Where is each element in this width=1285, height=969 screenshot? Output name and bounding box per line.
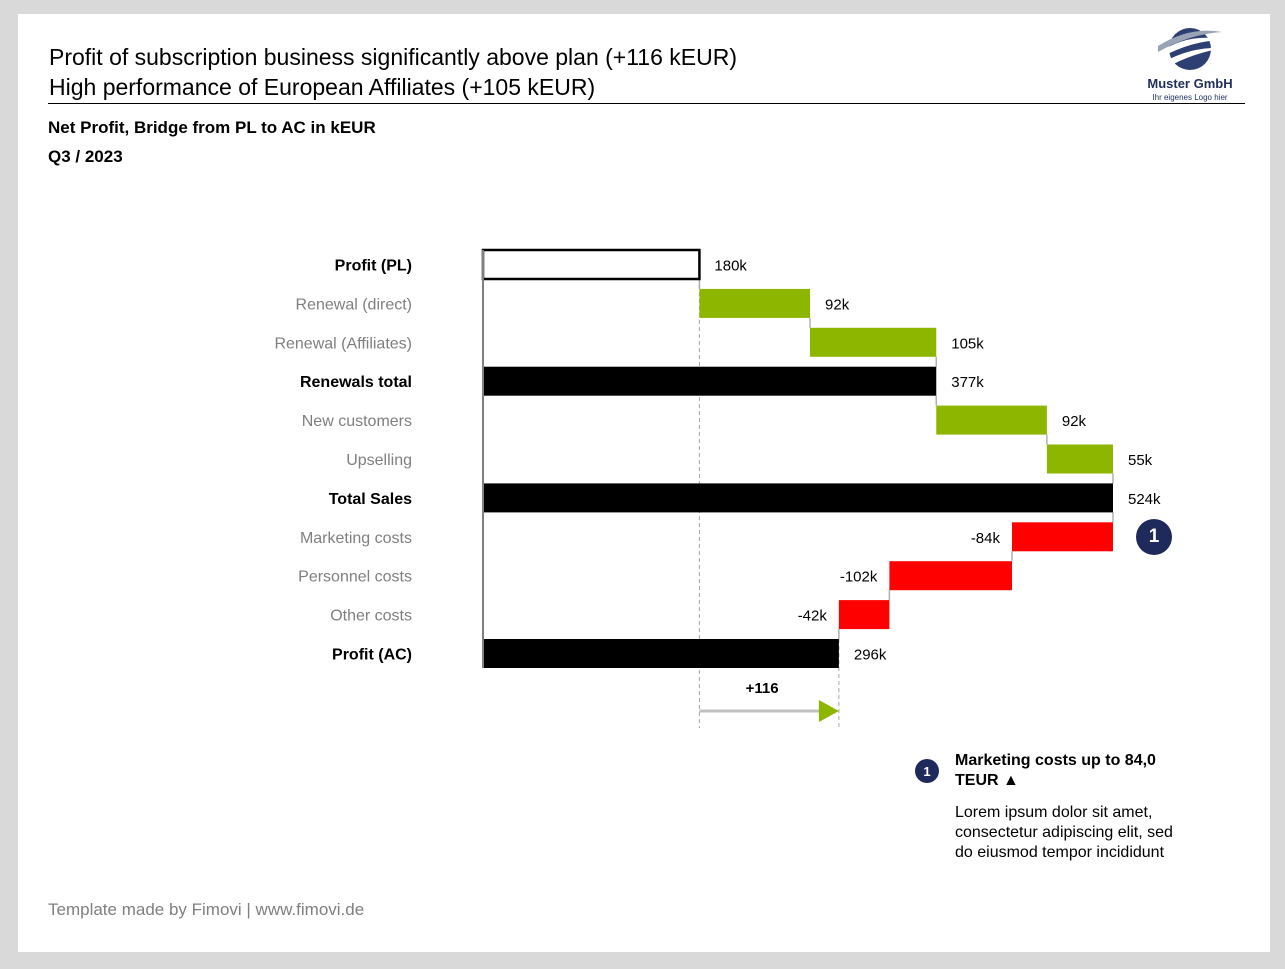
bar-personnel-costs: [889, 561, 1013, 591]
category-label-profit-ac: Profit (AC): [332, 647, 412, 664]
bar-renewals-total: [483, 366, 937, 396]
value-label-upselling: 55k: [1128, 452, 1153, 469]
subtitle-line-2: Q3 / 2023: [48, 147, 123, 166]
headline-line-2: High performance of European Affiliates …: [49, 74, 596, 100]
value-label-personnel-costs: -102k: [840, 569, 878, 586]
logo-tagline: Ihr eigenes Logo hier: [1152, 93, 1228, 102]
bar-profit-ac: [483, 639, 839, 668]
bar-profit-pl: [481, 248, 701, 281]
header-divider: [48, 103, 1245, 104]
value-label-total-sales: 524k: [1128, 491, 1161, 508]
value-label-renewal-direct: 92k: [825, 296, 850, 313]
value-label-other-costs: -42k: [798, 608, 828, 625]
footer-credit: Template made by Fimovi | www.fimovi.de: [48, 900, 365, 919]
category-label-upselling: Upselling: [346, 452, 412, 469]
bar-renewal-direct: [699, 288, 811, 318]
waterfall-chart: Profit (PL) 180k Renewal (direct) 92k Renewa…: [274, 248, 1161, 728]
callout-badge: 1: [1136, 519, 1172, 555]
note-title: Marketing costs up to 84,0 TEUR ▲: [955, 752, 1156, 789]
category-label-renewal-affiliates: Renewal (Affiliates): [274, 335, 412, 352]
note-badge: 1: [915, 759, 939, 783]
category-label-personnel-costs: Personnel costs: [298, 569, 412, 586]
logo-name: Muster GmbH: [1147, 76, 1233, 91]
note-body: Lorem ipsum dolor sit amet, consectetur …: [955, 804, 1173, 861]
chart-subtitle: Net Profit, Bridge from PL to AC in kEUR…: [48, 113, 376, 171]
category-label-renewal-direct: Renewal (direct): [296, 296, 412, 313]
value-label-profit-ac: 296k: [854, 647, 887, 664]
value-label-marketing-costs: -84k: [971, 530, 1001, 547]
subtitle-line-1: Net Profit, Bridge from PL to AC in kEUR: [48, 118, 376, 137]
bar-marketing-costs: [1012, 522, 1113, 552]
bar-upselling: [1046, 444, 1113, 474]
headline-line-1: Profit of subscription business signific…: [49, 44, 738, 70]
headline: Profit of subscription business signific…: [49, 42, 737, 102]
value-label-new-customers: 92k: [1062, 413, 1087, 430]
slide: Profit of subscription business signific…: [18, 14, 1270, 952]
bar-other-costs: [838, 600, 890, 630]
company-logo: Muster GmbH Ihr eigenes Logo hier: [1130, 22, 1250, 108]
category-label-other-costs: Other costs: [330, 608, 412, 625]
category-label-renewals-total: Renewals total: [300, 374, 412, 391]
bar-total-sales: [483, 483, 1113, 513]
category-label-profit-pl: Profit (PL): [335, 258, 412, 275]
category-label-marketing-costs: Marketing costs: [300, 530, 412, 547]
globe-swoosh-icon: [1158, 28, 1226, 70]
value-label-renewal-affiliates: 105k: [951, 335, 984, 352]
variance-label: +116: [746, 680, 779, 697]
value-label-profit-pl: 180k: [714, 258, 747, 275]
bar-new-customers: [936, 405, 1047, 435]
category-label-new-customers: New customers: [302, 413, 412, 430]
bar-renewal-affiliates: [810, 327, 937, 357]
category-label-total-sales: Total Sales: [329, 491, 412, 508]
variance-arrow-head: [818, 700, 839, 722]
value-label-renewals-total: 377k: [951, 374, 984, 391]
